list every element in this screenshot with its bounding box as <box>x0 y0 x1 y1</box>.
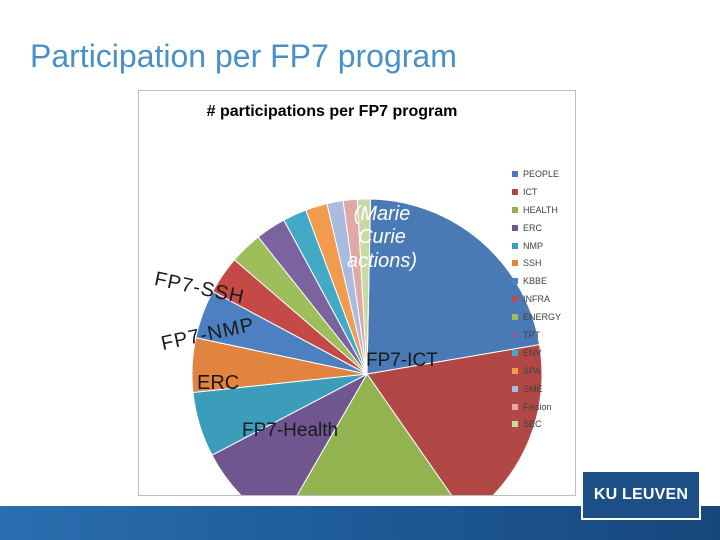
pie-chart: # participations per FP7 program PEOPLE I… <box>138 90 576 496</box>
legend-label: PEOPLE <box>523 168 560 179</box>
legend-item-fission: Fission <box>512 398 575 416</box>
legend-label: SSH <box>523 258 542 269</box>
legend-swatch <box>512 367 518 374</box>
legend-item-ict: ICT <box>512 183 575 201</box>
legend-item-sme: SME <box>512 380 575 398</box>
legend-item-erc: ERC <box>512 219 575 237</box>
label-people-line1: PEOPLE <box>341 179 423 201</box>
legend-swatch <box>512 188 518 195</box>
legend-label: SPA <box>523 365 541 376</box>
pie-slice-erc <box>211 372 369 495</box>
legend-item-health: HEALTH <box>512 201 575 219</box>
legend-swatch <box>512 421 518 428</box>
pie-slice-health <box>296 373 452 495</box>
legend-swatch <box>512 278 518 285</box>
legend-item-kbbe: KBBE <box>512 272 575 290</box>
legend-item-sec: SEC <box>512 415 575 433</box>
pie-slice-ict <box>366 344 543 495</box>
legend-label: SEC <box>523 419 542 430</box>
legend-swatch <box>512 170 518 177</box>
legend-label: ENV <box>523 347 542 358</box>
legend-swatch <box>512 331 518 338</box>
legend-swatch <box>512 403 518 410</box>
legend-label: ERC <box>523 222 543 233</box>
label-ict: FP7-ICT <box>366 350 438 371</box>
legend-swatch <box>512 260 518 267</box>
legend-swatch <box>512 314 518 321</box>
legend-item-infra: INFRA <box>512 290 575 308</box>
legend-label: NMP <box>523 240 543 251</box>
legend-item-people: PEOPLE <box>512 165 575 183</box>
legend-label: TPT <box>523 329 540 340</box>
legend-item-spa: SPA <box>512 362 575 380</box>
legend-label: SME <box>523 383 543 394</box>
legend-item-energy: ENERGY <box>512 308 575 326</box>
legend-label: Fission <box>523 401 552 412</box>
ku-leuven-logo: KU LEUVEN <box>581 470 701 520</box>
pie-slice-people <box>366 198 541 375</box>
chart-legend: PEOPLE ICT HEALTH ERC NMP SSH KBBE INFRA ENERGY T… <box>512 165 575 433</box>
label-health: FP7-Health <box>242 420 339 441</box>
label-people: PEOPLE (Marie Curie actions) <box>330 179 434 273</box>
legend-swatch <box>512 296 518 303</box>
legend-label: INFRA <box>523 294 550 305</box>
legend-swatch <box>512 224 518 231</box>
chart-title: # participations per FP7 program <box>206 103 458 120</box>
legend-swatch <box>512 349 518 356</box>
legend-label: HEALTH <box>523 204 558 215</box>
legend-swatch <box>512 206 518 213</box>
pie-chart-svg <box>191 198 543 495</box>
legend-item-env: ENV <box>512 344 575 362</box>
legend-label: ENERGY <box>523 312 562 323</box>
legend-swatch <box>512 385 518 392</box>
legend-label: KBBE <box>523 276 548 287</box>
slide-title: Participation per FP7 program <box>30 38 457 74</box>
label-erc: ERC <box>197 372 240 394</box>
legend-item-nmp: NMP <box>512 237 575 255</box>
pie-slice-sec <box>356 198 372 375</box>
legend-label: ICT <box>523 186 538 197</box>
label-people-line2: (Marie <box>353 202 411 225</box>
legend-item-tpt: TPT <box>512 326 575 344</box>
label-people-line4: actions) <box>346 249 418 272</box>
legend-item-ssh: SSH <box>512 254 575 272</box>
legend-swatch <box>512 242 518 249</box>
label-people-line3: Curie <box>358 226 406 248</box>
